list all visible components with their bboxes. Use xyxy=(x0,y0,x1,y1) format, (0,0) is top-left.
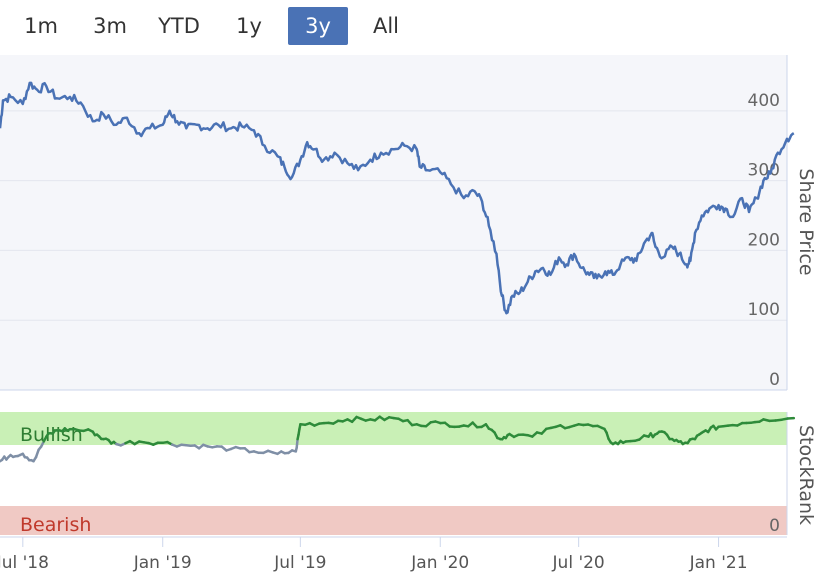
x-tick-label: Jul '18 xyxy=(0,553,49,573)
range-button-3y[interactable]: 3y xyxy=(288,7,348,45)
x-tick-label: Jan '19 xyxy=(133,553,192,573)
price-tick-label: 400 xyxy=(748,91,780,111)
range-button-all[interactable]: All xyxy=(372,14,400,38)
stockrank-axis-label: StockRank xyxy=(795,425,817,525)
rank-tick-label: 0 xyxy=(769,516,780,536)
x-tick-label: Jul '19 xyxy=(273,553,326,573)
x-tick-label: Jul '20 xyxy=(552,553,605,573)
range-button-1m[interactable]: 1m xyxy=(24,14,58,38)
share-price-axis-label: Share Price xyxy=(795,168,817,275)
price-tick-label: 0 xyxy=(769,370,780,390)
range-button-3m[interactable]: 3m xyxy=(93,14,127,38)
price-tick-label: 300 xyxy=(748,161,780,181)
x-tick-label: Jan '21 xyxy=(689,553,748,573)
bearish-label: Bearish xyxy=(20,514,91,536)
stockrank-segment xyxy=(295,437,299,449)
stockrank-segment xyxy=(34,448,40,459)
x-axis: Jul '18 Jan '19 Jul '19 Jan '20 Jul '20 Jan '… xyxy=(0,536,787,573)
share-price-line xyxy=(0,81,795,315)
price-tick-label: 200 xyxy=(748,230,780,250)
stockrank-panel: Bullish Bearish 0 xyxy=(0,412,796,536)
price-plot-background xyxy=(0,55,787,390)
range-button-ytd[interactable]: YTD xyxy=(158,14,200,38)
price-panel: 0 100 200 300 400 xyxy=(0,55,795,391)
bearish-band xyxy=(0,506,787,535)
x-tick-label: Jan '20 xyxy=(410,553,469,573)
bullish-label: Bullish xyxy=(20,424,83,446)
price-tick-label: 100 xyxy=(748,300,780,320)
range-button-1y[interactable]: 1y xyxy=(236,14,262,38)
